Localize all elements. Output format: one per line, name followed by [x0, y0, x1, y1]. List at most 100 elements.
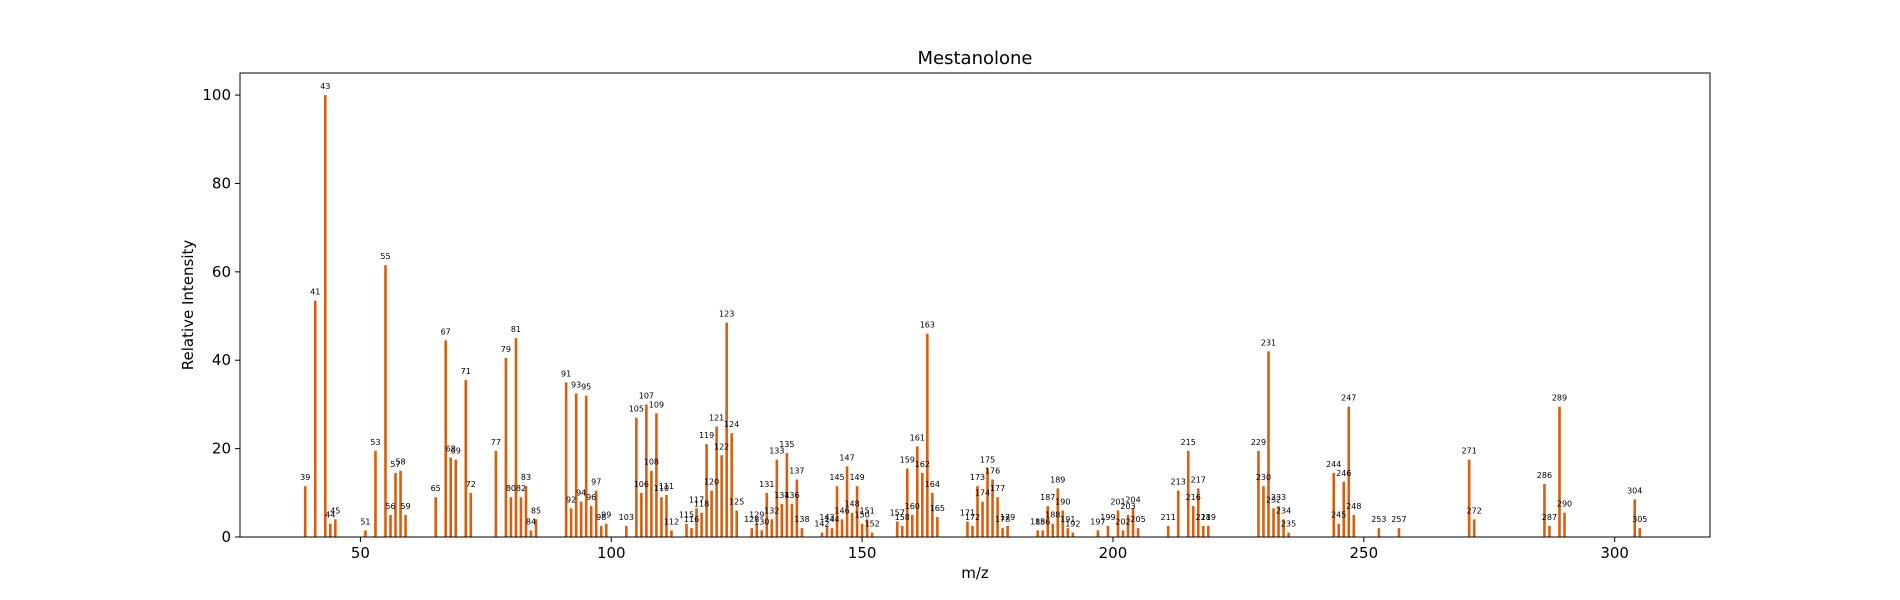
peak-label-192: 192	[1065, 520, 1080, 529]
peak-bar-108	[650, 470, 653, 537]
peak-bar-149	[855, 486, 859, 537]
peak-label-203: 203	[1120, 502, 1135, 511]
peak-label-149: 149	[849, 473, 864, 482]
peak-bar-150	[860, 523, 864, 537]
peak-label-272: 272	[1467, 506, 1482, 515]
peak-bar-217	[1196, 488, 1200, 537]
peak-label-161: 161	[910, 433, 925, 442]
peak-label-248: 248	[1346, 502, 1361, 511]
peak-bar-161	[916, 446, 919, 537]
peak-bar-234	[1282, 519, 1285, 537]
peak-bar-82	[519, 497, 523, 537]
peak-bar-125	[735, 510, 738, 537]
peak-label-246: 246	[1336, 469, 1351, 478]
y-axis: 0 20 40 60 80 100	[202, 86, 240, 546]
peak-label-304: 304	[1627, 486, 1642, 495]
peak-label-97: 97	[591, 478, 601, 487]
peak-bar-215	[1186, 450, 1190, 537]
y-tick-label: 100	[202, 86, 231, 104]
peak-label-83: 83	[521, 473, 531, 482]
peak-label-174: 174	[975, 489, 990, 498]
peak-label-82: 82	[516, 484, 526, 493]
peak-label-142: 142	[814, 520, 829, 529]
peak-label-131: 131	[759, 480, 774, 489]
peak-bar-213	[1176, 490, 1180, 537]
peak-label-77: 77	[491, 438, 501, 447]
peak-bar-119	[705, 444, 708, 537]
peak-label-211: 211	[1161, 513, 1176, 522]
peak-label-289: 289	[1552, 394, 1567, 403]
peak-bar-164	[931, 492, 934, 537]
peak-bar-175	[986, 468, 989, 537]
peak-bar-143	[825, 525, 829, 537]
peak-label-233: 233	[1271, 493, 1286, 502]
peak-bar-41	[313, 300, 317, 537]
peak-bar-145	[835, 486, 839, 537]
peak-label-138: 138	[794, 515, 809, 524]
x-tick-label: 300	[1600, 544, 1629, 562]
y-tick-label: 0	[221, 528, 231, 546]
peak-label-165: 165	[930, 504, 945, 513]
peak-label-179: 179	[1000, 513, 1015, 522]
peak-bar-190	[1061, 510, 1065, 537]
peak-bar-110	[660, 497, 663, 537]
peak-label-244: 244	[1326, 460, 1341, 469]
peak-label-189: 189	[1050, 475, 1065, 484]
peak-bar-85	[534, 519, 538, 537]
peak-bar-93	[574, 393, 578, 537]
peak-bar-130	[760, 530, 764, 537]
peak-bar-80	[509, 497, 513, 537]
peak-label-229: 229	[1251, 438, 1266, 447]
peak-label-93: 93	[571, 380, 581, 389]
peak-bar-128	[750, 528, 754, 537]
peak-label-80: 80	[506, 484, 516, 493]
peak-label-257: 257	[1391, 515, 1406, 524]
peak-bar-289	[1558, 406, 1561, 537]
peak-bar-272	[1472, 519, 1476, 537]
peak-bar-103	[625, 525, 628, 537]
peak-label-137: 137	[789, 467, 804, 476]
peak-label-151: 151	[859, 506, 874, 515]
peak-label-173: 173	[970, 473, 985, 482]
peak-bar-179	[1006, 525, 1009, 537]
peak-bar-133	[775, 459, 779, 537]
peak-bar-304	[1633, 499, 1637, 537]
peak-bar-205	[1136, 528, 1140, 537]
peak-bar-57	[394, 472, 397, 537]
bars-layer	[303, 95, 1642, 537]
peak-label-162: 162	[915, 460, 930, 469]
peak-bar-142	[820, 532, 824, 537]
peak-bar-68	[449, 457, 453, 537]
x-tick-label: 200	[1099, 544, 1128, 562]
peak-label-135: 135	[779, 440, 794, 449]
peak-label-72: 72	[466, 480, 476, 489]
peak-bar-201	[1116, 510, 1120, 537]
peak-label-130: 130	[754, 517, 769, 526]
peak-bar-232	[1272, 508, 1275, 537]
x-tick-label: 150	[848, 544, 877, 562]
peak-bar-65	[434, 497, 437, 537]
peak-label-205: 205	[1130, 515, 1145, 524]
plot-area-frame	[239, 72, 1711, 538]
peak-label-85: 85	[531, 506, 541, 515]
peak-label-68: 68	[446, 444, 456, 453]
peak-bar-247	[1347, 406, 1351, 537]
peak-label-106: 106	[634, 480, 649, 489]
peak-label-41: 41	[310, 288, 320, 297]
peak-bar-94	[579, 501, 583, 537]
peak-label-115: 115	[679, 511, 694, 520]
peak-label-108: 108	[644, 458, 659, 467]
peak-label-218: 218	[1196, 513, 1211, 522]
peak-label-146: 146	[834, 506, 849, 515]
peak-bar-129	[755, 523, 759, 537]
peak-bar-152	[870, 532, 874, 537]
peak-label-45: 45	[330, 506, 340, 515]
peak-bar-117	[695, 508, 698, 537]
peak-bar-43	[323, 95, 327, 537]
peak-label-245: 245	[1331, 511, 1346, 520]
peak-bar-160	[910, 514, 914, 537]
peak-bar-174	[981, 501, 984, 537]
peak-label-199: 199	[1100, 513, 1115, 522]
peak-bar-192	[1071, 532, 1075, 537]
peak-label-43: 43	[320, 82, 330, 91]
